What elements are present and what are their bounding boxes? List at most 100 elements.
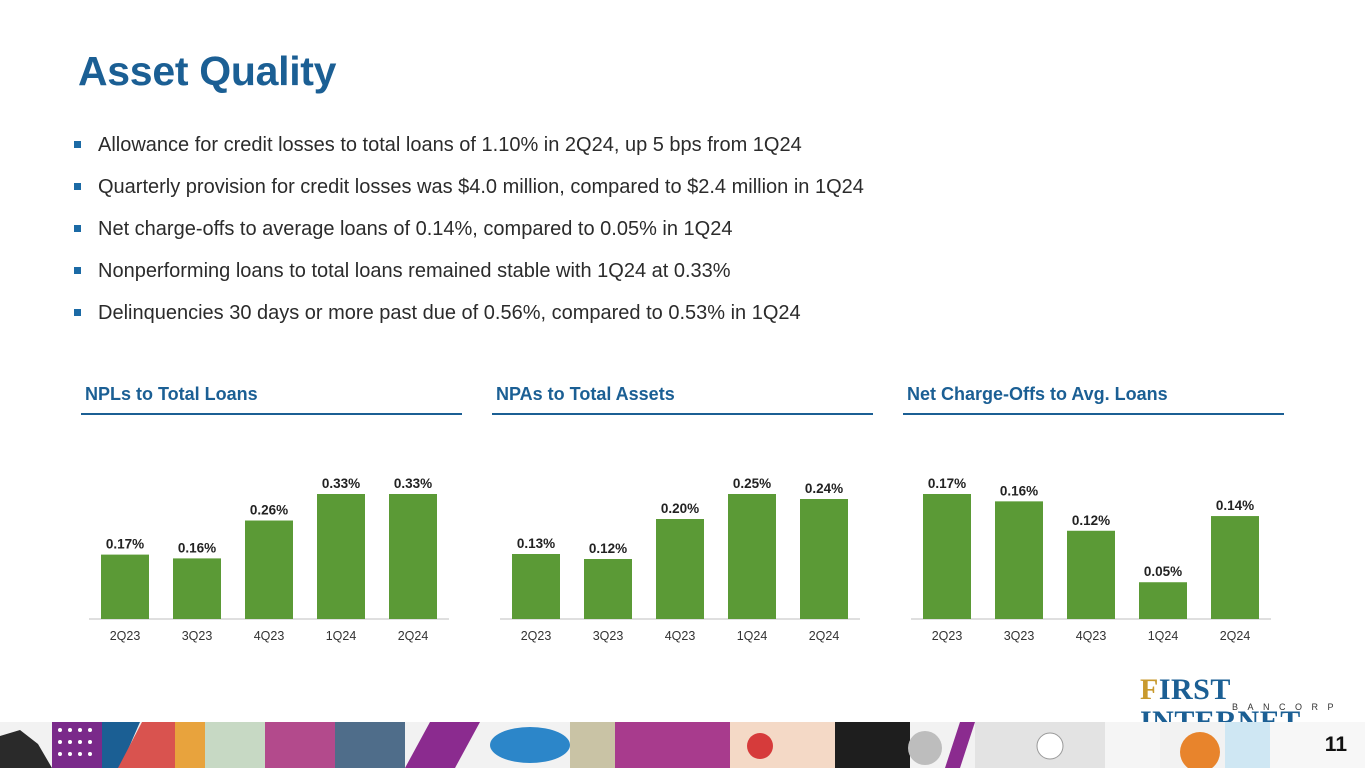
bullet-square-icon (74, 183, 81, 190)
bullet-item: Quarterly provision for credit losses wa… (74, 172, 864, 214)
logo-initial: F (1140, 673, 1159, 706)
page-title: Asset Quality (78, 48, 337, 94)
bullet-item: Delinquencies 30 days or more past due o… (74, 298, 864, 340)
bullet-square-icon (74, 141, 81, 148)
footer-shape-violet (405, 722, 480, 768)
data-label: 0.17% (928, 476, 966, 491)
chart-panel-npls: NPLs to Total Loans 0.17% 2Q23 0.16% 3Q23 0.… (81, 384, 462, 644)
bar-3Q23 (584, 559, 632, 619)
data-label: 0.12% (589, 541, 627, 556)
x-tick-label: 2Q24 (1220, 629, 1251, 643)
x-tick-label: 2Q24 (809, 629, 840, 643)
chart-panel-nco: Net Charge-Offs to Avg. Loans 0.17% 2Q23 0… (903, 384, 1284, 644)
npas-bar-chart: 0.13% 2Q23 0.12% 3Q23 0.20% 4Q23 0.25% 1Q24 0.24… (500, 476, 860, 643)
bullet-item: Nonperforming loans to total loans remai… (74, 256, 864, 298)
x-tick-label: 3Q23 (182, 629, 213, 643)
footer-glove-icon (1225, 722, 1270, 768)
bar-4Q23 (1067, 530, 1115, 619)
data-label: 0.33% (322, 476, 360, 491)
x-tick-label: 2Q23 (521, 629, 552, 643)
chart-title: Net Charge-Offs to Avg. Loans (907, 384, 1168, 404)
data-label: 0.14% (1216, 498, 1254, 513)
data-label: 0.24% (805, 481, 843, 496)
footer-block-green (205, 722, 265, 768)
bullet-item: Net charge-offs to average loans of 0.14… (74, 214, 864, 256)
bar-2Q24 (1211, 516, 1259, 619)
footer-fan-icon (1180, 732, 1220, 768)
footer-piggy-bank-icon (1036, 732, 1064, 760)
footer-block-slate (335, 722, 405, 768)
x-tick-label: 2Q23 (932, 629, 963, 643)
bar-4Q23 (656, 519, 704, 619)
x-tick-label: 1Q24 (737, 629, 768, 643)
data-label: 0.05% (1144, 564, 1182, 579)
x-tick-label: 1Q24 (326, 629, 357, 643)
footer-ball-icon (908, 731, 942, 765)
bullet-square-icon (74, 225, 81, 232)
footer-shape-oval (490, 727, 570, 763)
data-label: 0.12% (1072, 513, 1110, 528)
bar-3Q23 (173, 558, 221, 619)
chart-title-rule (492, 413, 873, 415)
bullet-square-icon (74, 267, 81, 274)
data-label: 0.13% (517, 536, 555, 551)
footer-block-black (835, 722, 910, 768)
npls-bar-chart: 0.17% 2Q23 0.16% 3Q23 0.26% 4Q23 0.33% 1Q24 0.33… (89, 476, 449, 643)
bullet-text: Net charge-offs to average loans of 0.14… (98, 218, 733, 240)
bullet-text: Allowance for credit losses to total loa… (98, 134, 802, 156)
footer-block-white (1105, 722, 1160, 768)
x-tick-label: 4Q23 (1076, 629, 1107, 643)
bullet-text: Nonperforming loans to total loans remai… (98, 260, 731, 282)
bar-4Q23 (245, 520, 293, 619)
x-tick-label: 1Q24 (1148, 629, 1179, 643)
chart-title-rule (81, 413, 462, 415)
chart-title: NPLs to Total Loans (85, 384, 258, 404)
footer-block-lightbulb (1270, 722, 1365, 768)
x-tick-label: 3Q23 (593, 629, 624, 643)
nco-bar-chart: 0.17% 2Q23 0.16% 3Q23 0.12% 4Q23 0.05% 1Q24 0.14… (911, 476, 1271, 643)
x-tick-label: 2Q23 (110, 629, 141, 643)
bar-3Q23 (995, 501, 1043, 619)
data-label: 0.16% (178, 540, 216, 555)
footer-block-plum (615, 722, 730, 768)
bar-2Q23 (101, 554, 149, 619)
data-label: 0.25% (733, 476, 771, 491)
bar-2Q24 (389, 494, 437, 619)
footer-shape-dark (0, 730, 52, 768)
decorative-footer-strip (0, 722, 1365, 768)
bar-1Q24 (728, 494, 776, 619)
x-tick-label: 3Q23 (1004, 629, 1035, 643)
footer-shape-blue (102, 722, 140, 768)
bullet-text: Delinquencies 30 days or more past due o… (98, 302, 801, 324)
x-tick-label: 2Q24 (398, 629, 429, 643)
bullet-square-icon (74, 309, 81, 316)
x-tick-label: 4Q23 (665, 629, 696, 643)
chart-title-rule (903, 413, 1284, 415)
bar-2Q23 (923, 494, 971, 619)
company-logo: FIRST INTERNET BANCORP (1140, 673, 1350, 738)
logo-subtitle: BANCORP (1232, 702, 1344, 712)
bar-2Q23 (512, 554, 560, 619)
bullet-item: Allowance for credit losses to total loa… (74, 130, 864, 172)
bullet-text: Quarterly provision for credit losses wa… (98, 176, 864, 198)
footer-heart-icon (747, 733, 773, 759)
chart-panel-npas: NPAs to Total Assets 0.13% 2Q23 0.12% 3Q23 0… (492, 384, 873, 644)
chart-title: NPAs to Total Assets (496, 384, 675, 404)
footer-block-sand (570, 722, 615, 768)
bullet-list: Allowance for credit losses to total loa… (74, 130, 864, 340)
footer-block-orange (175, 722, 205, 768)
bar-1Q24 (1139, 582, 1187, 619)
bar-1Q24 (317, 494, 365, 619)
data-label: 0.16% (1000, 483, 1038, 498)
footer-dot-pattern (58, 728, 92, 756)
data-label: 0.33% (394, 476, 432, 491)
footer-shape-red (118, 722, 175, 768)
footer-block-peach (730, 722, 835, 768)
bar-2Q24 (800, 499, 848, 619)
footer-block-magenta (265, 722, 335, 768)
x-tick-label: 4Q23 (254, 629, 285, 643)
data-label: 0.17% (106, 537, 144, 552)
data-label: 0.20% (661, 501, 699, 516)
page-number: 11 (1324, 733, 1347, 756)
footer-stripe-violet (945, 722, 975, 768)
